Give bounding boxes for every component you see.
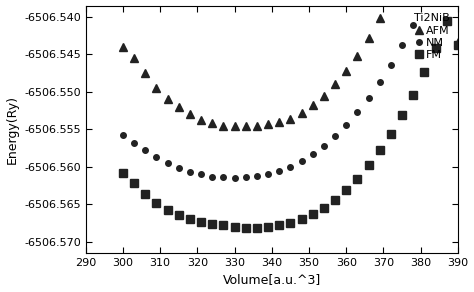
FM — [243, 226, 248, 229]
AFM — [131, 56, 137, 60]
NM — [276, 169, 282, 172]
FM — [176, 213, 182, 217]
FM — [142, 192, 148, 196]
FM — [232, 225, 237, 229]
FM — [276, 224, 282, 227]
FM — [444, 20, 449, 23]
AFM — [355, 54, 360, 58]
FM — [187, 217, 193, 220]
NM — [120, 133, 126, 137]
NM — [220, 175, 226, 179]
X-axis label: Volume[a.u.^3]: Volume[a.u.^3] — [223, 273, 321, 286]
NM — [254, 174, 260, 178]
FM — [366, 164, 372, 167]
NM — [343, 123, 349, 126]
NM — [421, 1, 427, 5]
NM — [142, 149, 148, 152]
AFM — [176, 105, 182, 109]
AFM — [288, 117, 293, 121]
FM — [154, 201, 159, 204]
FM — [120, 171, 126, 175]
AFM — [377, 17, 383, 20]
AFM — [276, 120, 282, 124]
AFM — [142, 71, 148, 75]
AFM — [165, 98, 171, 101]
NM — [377, 80, 383, 84]
FM — [399, 113, 405, 117]
FM — [321, 206, 327, 210]
AFM — [299, 111, 304, 114]
NM — [321, 144, 327, 147]
FM — [332, 198, 338, 201]
NM — [288, 165, 293, 168]
AFM — [310, 104, 316, 107]
AFM — [321, 94, 327, 97]
AFM — [332, 83, 338, 86]
AFM — [455, 40, 461, 43]
NM — [165, 161, 171, 165]
FM — [288, 221, 293, 225]
NM — [198, 173, 204, 176]
FM — [254, 226, 260, 229]
AFM — [343, 69, 349, 72]
FM — [410, 93, 416, 97]
NM — [388, 63, 394, 67]
NM — [243, 175, 248, 179]
AFM — [210, 121, 215, 125]
FM — [165, 208, 171, 211]
NM — [399, 44, 405, 47]
AFM — [232, 125, 237, 128]
FM — [198, 220, 204, 223]
Y-axis label: Energy(Ry): Energy(Ry) — [6, 95, 18, 164]
NM — [355, 110, 360, 114]
NM — [299, 159, 304, 163]
AFM — [220, 124, 226, 127]
NM — [210, 175, 215, 178]
FM — [388, 132, 394, 135]
Line: FM: FM — [119, 17, 462, 232]
AFM — [366, 36, 372, 39]
NM — [410, 23, 416, 27]
NM — [187, 170, 193, 174]
NM — [265, 172, 271, 175]
AFM — [254, 124, 260, 127]
NM — [232, 176, 237, 180]
FM — [377, 149, 383, 152]
AFM — [265, 122, 271, 126]
FM — [131, 182, 137, 185]
NM — [310, 152, 316, 156]
NM — [131, 141, 137, 145]
FM — [455, 43, 461, 46]
NM — [455, 43, 461, 46]
FM — [299, 218, 304, 221]
FM — [421, 71, 427, 74]
FM — [220, 224, 226, 227]
NM — [366, 96, 372, 100]
NM — [332, 134, 338, 138]
AFM — [243, 125, 248, 128]
FM — [355, 177, 360, 180]
AFM — [187, 112, 193, 116]
AFM — [120, 45, 126, 48]
Line: AFM: AFM — [119, 0, 462, 131]
FM — [210, 222, 215, 225]
FM — [310, 212, 316, 216]
NM — [154, 155, 159, 159]
AFM — [198, 119, 204, 122]
NM — [176, 166, 182, 170]
Legend: AFM, NM, FM: AFM, NM, FM — [412, 11, 452, 62]
AFM — [154, 86, 159, 90]
FM — [433, 46, 438, 49]
FM — [343, 188, 349, 192]
FM — [265, 225, 271, 229]
Line: NM: NM — [120, 0, 461, 181]
